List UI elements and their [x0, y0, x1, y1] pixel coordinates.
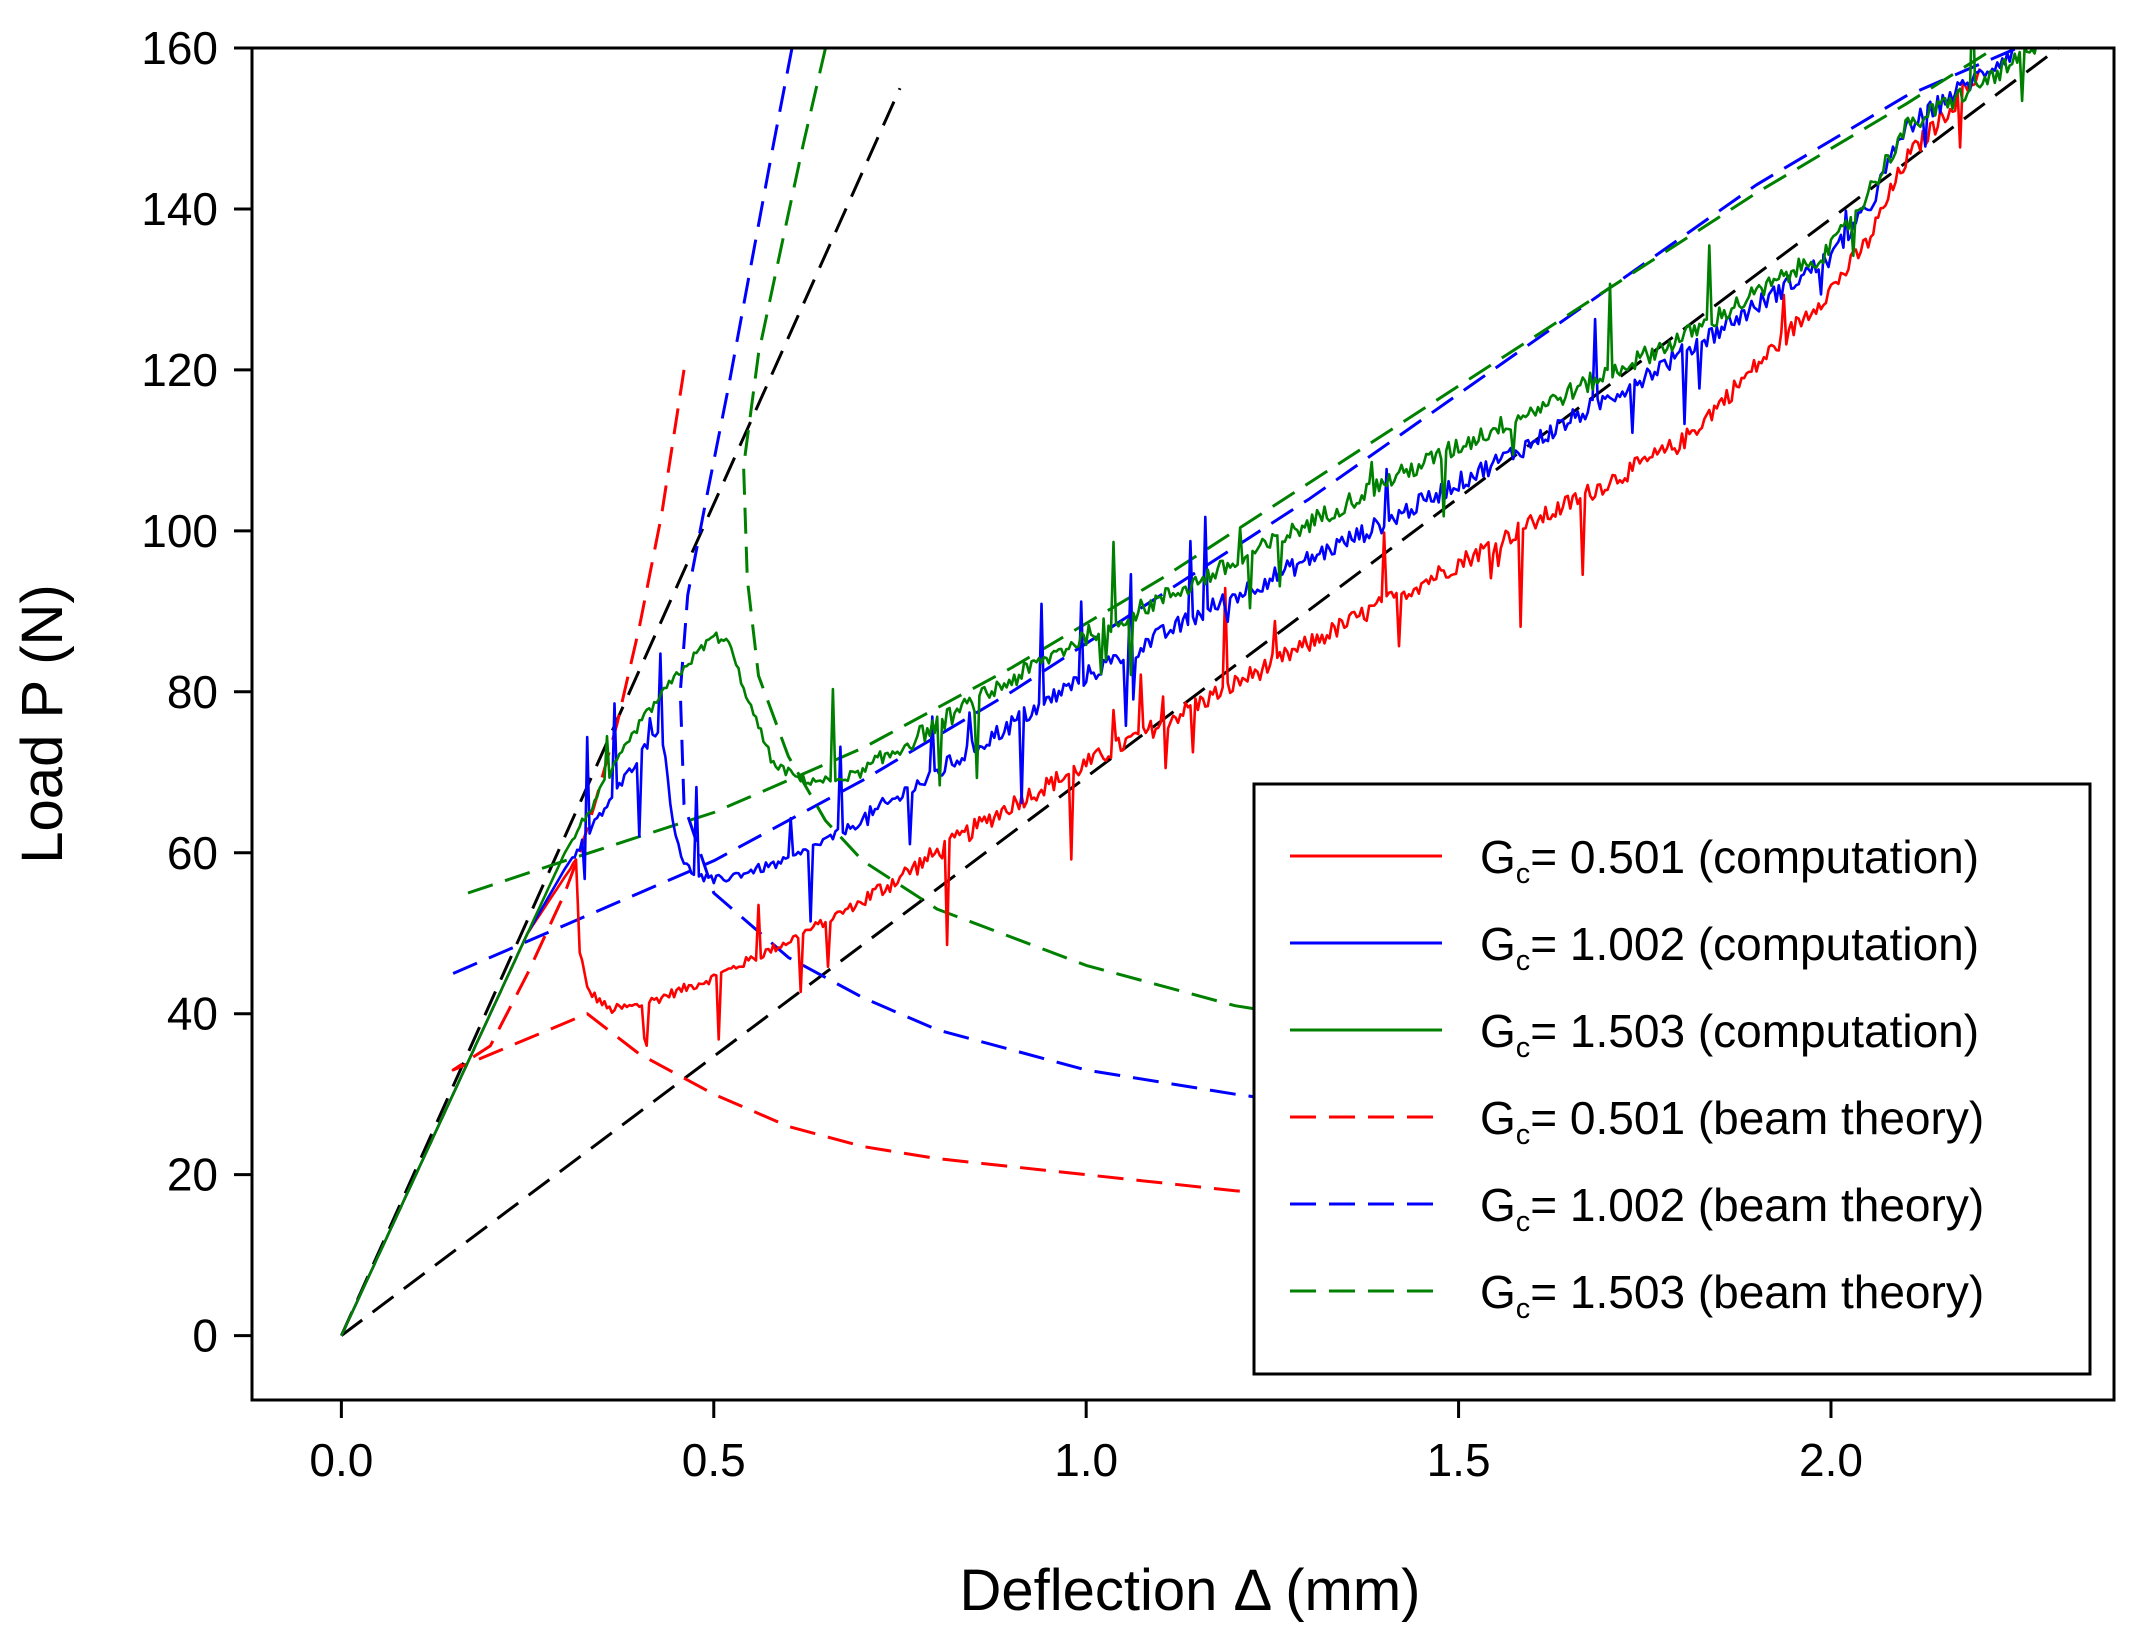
legend-box [1252, 782, 2092, 1376]
legend-label: Gc= 1.503 (computation) [1480, 1005, 1979, 1064]
series-line-7 [340, 48, 2062, 1337]
legend: Gc= 0.501 (computation) Gc= 1.002 (comput… [1252, 782, 2092, 1376]
series-line-1 [340, 48, 2018, 1337]
y-axis-label: Load P (N) [10, 584, 75, 863]
series-reference-7 [340, 48, 2062, 1337]
series-3 [451, 369, 1980, 1241]
y-tick-label: 160 [141, 22, 218, 74]
y-axis: 0 20 40 60 80 100 120 140 160 [141, 22, 252, 1362]
x-tick-label: 1.5 [1427, 1434, 1491, 1486]
legend-label: Gc= 1.002 (beam theory) [1480, 1179, 1984, 1238]
x-axis: 0.0 0.5 1.0 1.5 2.0 [309, 1400, 1863, 1486]
series-1 [340, 48, 2018, 1337]
y-tick-label: 80 [167, 666, 218, 718]
x-tick-label: 2.0 [1799, 1434, 1863, 1486]
series-0 [340, 68, 1982, 1337]
series-reference-6 [340, 87, 902, 1337]
y-tick-label: 40 [167, 988, 218, 1040]
x-tick-label: 0.5 [682, 1434, 746, 1486]
y-tick-label: 20 [167, 1149, 218, 1201]
x-tick-label: 0.0 [309, 1434, 373, 1486]
series-line-4 [452, 48, 2018, 975]
legend-label: Gc= 1.002 (computation) [1480, 918, 1979, 977]
y-tick-label: 120 [141, 344, 218, 396]
legend-label: Gc= 1.503 (beam theory) [1480, 1266, 1984, 1325]
series-2 [340, 48, 2040, 1337]
plot-frame [250, 46, 2116, 1402]
x-axis-label: Deflection Δ (mm) [960, 1558, 1421, 1623]
x-tick-label: 1.0 [1054, 1434, 1118, 1486]
y-tick-label: 140 [141, 183, 218, 235]
series-line-0 [340, 68, 1982, 1337]
y-tick-label: 0 [192, 1310, 218, 1362]
series-layer [340, 48, 2062, 1337]
series-line-3 [451, 369, 1980, 1241]
series-line-6 [340, 87, 902, 1337]
legend-label: Gc= 0.501 (computation) [1480, 831, 1979, 890]
legend-label: Gc= 0.501 (beam theory) [1480, 1092, 1984, 1151]
series-line-2 [340, 48, 2040, 1337]
y-tick-label: 100 [141, 505, 218, 557]
series-line-5 [467, 48, 1996, 895]
y-tick-label: 60 [167, 827, 218, 879]
